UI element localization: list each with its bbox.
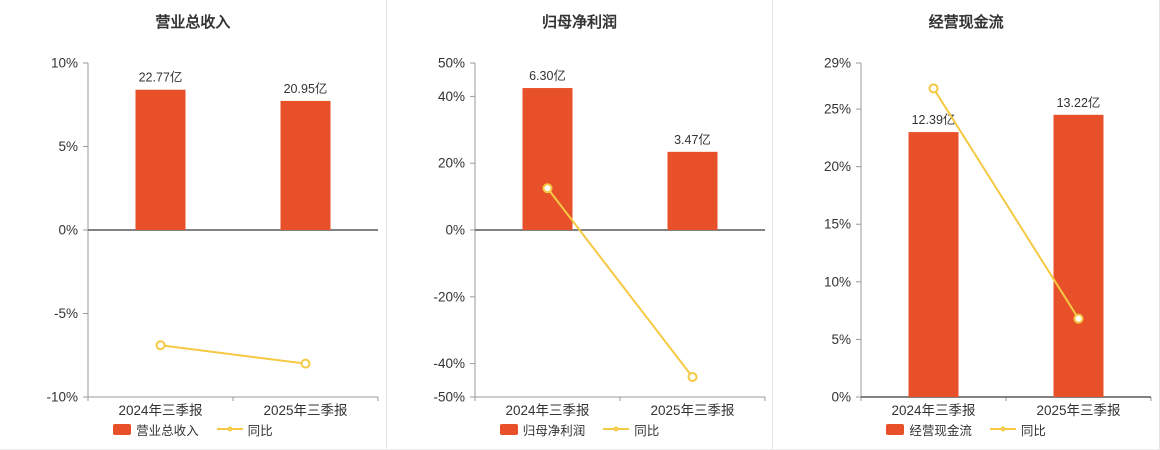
legend-item-revenue-bar[interactable]: 营业总收入	[113, 420, 199, 439]
legend-label-net-profit: 归母净利润	[522, 423, 586, 438]
chart-title-net-profit: 归母净利润	[542, 14, 618, 31]
legend-item-cashflow-bar[interactable]: 经营现金流	[886, 420, 972, 439]
line-series-marker-icon	[989, 424, 1016, 434]
legend-label-cashflow: 经营现金流	[909, 423, 972, 438]
svg-text:5%: 5%	[832, 332, 852, 347]
legend-label-yoy: 同比	[247, 423, 273, 438]
svg-text:13.22亿: 13.22亿	[1057, 95, 1101, 110]
svg-text:5%: 5%	[58, 139, 78, 154]
chart-title-cashflow: 经营现金流	[928, 14, 1004, 31]
bar-series-swatch-icon	[886, 423, 905, 435]
svg-text:2024年三季报: 2024年三季报	[505, 403, 589, 418]
legend-item-cashflow-yoy[interactable]: 同比	[989, 420, 1046, 439]
bar-series-swatch-icon	[499, 423, 518, 435]
svg-text:-5%: -5%	[54, 306, 78, 321]
svg-text:20.95亿: 20.95亿	[284, 81, 328, 96]
svg-text:0%: 0%	[832, 390, 852, 405]
legend-item-revenue-yoy[interactable]: 同比	[216, 420, 273, 439]
svg-text:22.77亿: 22.77亿	[139, 70, 183, 85]
legend-item-net-profit-yoy[interactable]: 同比	[603, 420, 659, 439]
svg-text:20%: 20%	[438, 156, 465, 171]
line-series-marker-icon	[216, 424, 243, 434]
svg-text:2025年三季报: 2025年三季报	[263, 403, 347, 418]
chart-title-revenue: 营业总收入	[155, 14, 231, 31]
svg-text:3.47亿: 3.47亿	[674, 132, 711, 147]
svg-text:10%: 10%	[51, 56, 78, 71]
legend-revenue: 营业总收入 同比	[0, 420, 386, 438]
svg-text:2024年三季报: 2024年三季报	[118, 403, 202, 418]
legend-cashflow: 经营现金流 同比	[773, 420, 1159, 438]
legend-label-yoy: 同比	[634, 423, 660, 438]
svg-text:40%: 40%	[438, 89, 465, 104]
svg-text:12.39亿: 12.39亿	[912, 112, 956, 127]
svg-text:29%: 29%	[824, 56, 851, 71]
line-series-marker-icon	[603, 424, 630, 434]
cashflow-chart-canvas: 29% 25% 20% 15% 10% 5% 0% 12.39亿 13.22亿 2024年三季报 2…	[824, 56, 1152, 418]
svg-text:-50%: -50%	[433, 390, 465, 405]
legend-item-net-profit-bar[interactable]: 归母净利润	[499, 420, 586, 439]
svg-text:10%: 10%	[824, 274, 851, 289]
revenue-chart-canvas: 10% 5% 0% -5% -10% 22.77亿 20.95亿 2024年三季报 2025年三…	[46, 56, 379, 418]
svg-text:-20%: -20%	[433, 289, 465, 304]
legend-label-revenue: 营业总收入	[136, 423, 199, 438]
panel-total-revenue: 营业总收入 10% 5% 0% -5% -10% 22.77亿 20.95亿 2024年三季报…	[0, 0, 387, 449]
bar-series-swatch-icon	[113, 423, 132, 435]
svg-text:25%: 25%	[824, 102, 851, 117]
net-profit-chart-canvas: 50% 40% 20% 0% -20% -40% -50% 6.30亿 3.47亿 2024年三季…	[433, 56, 766, 418]
svg-text:-10%: -10%	[46, 390, 78, 405]
panel-net-profit: 归母净利润 50% 40% 20% 0% -20% -40% -50% 6.30亿 3.47亿 2…	[387, 0, 774, 449]
svg-text:-40%: -40%	[433, 356, 465, 371]
legend-net-profit: 归母净利润 同比	[387, 420, 773, 438]
svg-text:2024年三季报: 2024年三季报	[892, 403, 976, 418]
legend-label-yoy: 同比	[1020, 423, 1046, 438]
svg-text:0%: 0%	[58, 223, 78, 238]
panel-operating-cashflow: 经营现金流 29% 25% 20% 15% 10% 5% 0% 12.39亿 13.22亿 202…	[773, 0, 1160, 449]
svg-text:2025年三季报: 2025年三季报	[1037, 403, 1121, 418]
svg-text:6.30亿: 6.30亿	[529, 68, 566, 83]
svg-text:15%: 15%	[824, 217, 851, 232]
svg-text:2025年三季报: 2025年三季报	[650, 403, 734, 418]
svg-text:0%: 0%	[445, 223, 465, 238]
svg-text:20%: 20%	[824, 159, 851, 174]
svg-text:50%: 50%	[438, 56, 465, 71]
